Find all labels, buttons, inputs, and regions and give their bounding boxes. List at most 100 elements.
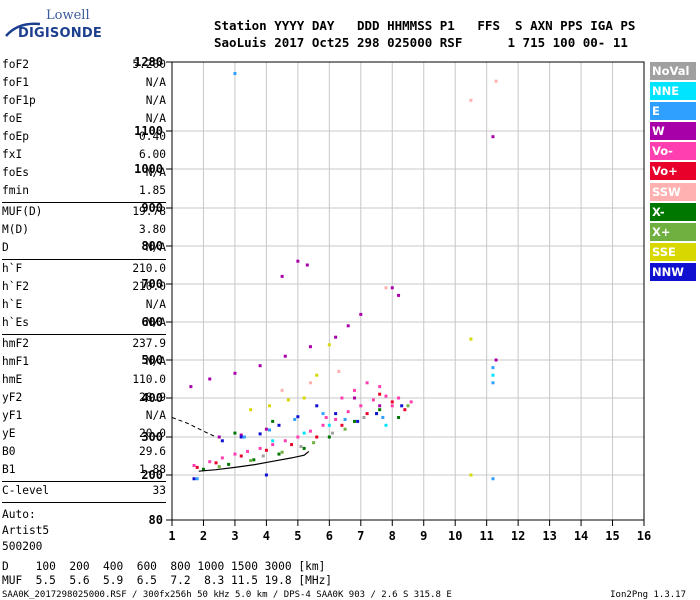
data-point	[324, 416, 328, 419]
parameter-group-clevel: C-level 33	[2, 482, 166, 500]
data-point	[337, 369, 341, 373]
data-point	[327, 423, 331, 427]
parameter-row: yE 20.0	[2, 425, 166, 443]
parameter-label: foF1p	[2, 94, 36, 107]
parameter-row: foE N/A	[2, 110, 166, 128]
x-tick-label: 11	[479, 529, 493, 543]
data-point	[308, 381, 312, 385]
data-point	[340, 396, 344, 400]
data-point	[365, 381, 369, 385]
x-tick-label: 5	[294, 529, 301, 543]
data-point	[469, 98, 473, 102]
parameter-value: 3.80	[139, 223, 166, 236]
parameter-label: yF1	[2, 409, 23, 422]
y-tick-label: 200	[141, 468, 163, 482]
parameter-row: foF1 N/A	[2, 74, 166, 92]
data-point	[315, 435, 319, 439]
data-point	[491, 373, 495, 377]
data-point	[390, 400, 394, 404]
data-point	[353, 419, 357, 423]
parameter-label: yE	[2, 427, 16, 440]
x-tick-label: 3	[231, 529, 238, 543]
muf-table-distance: D 100 200 400 600 800 1000 1500 3000 [km…	[2, 560, 326, 573]
parameter-label: M(D)	[2, 223, 29, 236]
data-point	[384, 286, 388, 290]
parameter-row: D N/A	[2, 239, 166, 257]
data-point	[242, 435, 246, 439]
data-point	[283, 354, 287, 358]
divider	[2, 202, 166, 203]
data-point	[406, 404, 410, 408]
data-point	[315, 373, 319, 377]
data-point	[233, 371, 237, 375]
data-point	[195, 477, 199, 481]
parameter-value: 20.0	[139, 427, 166, 440]
logo-swoosh-icon	[5, 22, 41, 37]
divider	[2, 334, 166, 335]
parameter-group-frequencies: foF2 5.200 foF1 N/A foF1p N/A foE N/A foEp 0.40 fx…	[2, 56, 166, 200]
legend-entry: SSW	[650, 182, 696, 201]
legend-entry: Vo-	[650, 142, 696, 161]
legend-entry: NoVal	[650, 62, 696, 80]
parameter-group-heights: h`F 210.0 h`F2 210.0 h`E N/A h`Es N/A	[2, 260, 166, 332]
x-tick-label: 16	[637, 529, 651, 543]
data-point	[491, 366, 495, 370]
x-tick-label: 7	[357, 529, 364, 543]
parameter-label: h`F	[2, 262, 23, 275]
parameter-row: C-level 33	[2, 482, 166, 500]
x-tick-label: 1	[168, 529, 175, 543]
y-tick-label: 700	[141, 277, 163, 291]
parameter-row: yF2 28.9	[2, 389, 166, 407]
parameter-row: fmin 1.85	[2, 182, 166, 200]
data-point	[494, 358, 498, 362]
parameter-value: N/A	[145, 241, 166, 254]
digisonde-logo: Lowell DIGISONDE	[4, 6, 102, 46]
data-point	[400, 404, 404, 408]
x-tick-label: 4	[263, 529, 270, 543]
data-point	[227, 462, 231, 466]
parameter-row: h`F 210.0	[2, 260, 166, 278]
data-point	[277, 423, 281, 427]
data-point	[330, 431, 334, 435]
y-tick-label: 80	[149, 513, 163, 527]
data-point	[409, 400, 413, 404]
parameter-row: M(D) 3.80	[2, 221, 166, 239]
data-point	[271, 443, 275, 447]
data-point	[233, 431, 237, 435]
data-point	[192, 477, 196, 481]
header-line-1: Station YYYY DAY DDD HHMMSS P1 FFS S AXN…	[214, 18, 636, 33]
data-point	[214, 461, 218, 465]
data-point	[371, 398, 375, 402]
parameter-value: N/A	[145, 166, 166, 179]
data-point	[233, 72, 237, 75]
data-point	[280, 274, 284, 278]
data-point	[268, 428, 272, 432]
parameter-value: N/A	[145, 112, 166, 125]
data-point	[340, 423, 344, 427]
data-point	[494, 79, 498, 83]
data-point	[384, 394, 388, 398]
parameter-panel: foF2 5.200 foF1 N/A foF1p N/A foE N/A foEp 0.40 fx…	[2, 56, 166, 555]
data-point	[249, 408, 253, 412]
x-tick-label: 6	[326, 529, 333, 543]
direction-legend: NoVal NNE E W Vo- Vo+ SSW X- X+ SSE NNW	[650, 62, 696, 283]
parameter-label: C-level	[2, 484, 50, 497]
parameter-label: h`E	[2, 298, 23, 311]
legend-entry: W	[650, 122, 696, 141]
parameter-row: MUF(D) 19.78	[2, 203, 166, 221]
divider	[2, 259, 166, 260]
parameter-row: hmF2 237.9	[2, 335, 166, 353]
data-point	[378, 385, 382, 389]
data-point	[195, 465, 199, 469]
parameter-row: hmE 110.0	[2, 371, 166, 389]
data-point	[308, 345, 312, 349]
data-point	[286, 398, 290, 402]
profile-trace-line	[198, 450, 310, 472]
data-point	[397, 396, 401, 400]
data-point	[302, 446, 306, 450]
data-point	[321, 423, 325, 427]
auto-scaling-info: Auto: Artist5 500200	[2, 507, 166, 555]
data-point	[296, 435, 300, 439]
data-point	[305, 263, 309, 267]
